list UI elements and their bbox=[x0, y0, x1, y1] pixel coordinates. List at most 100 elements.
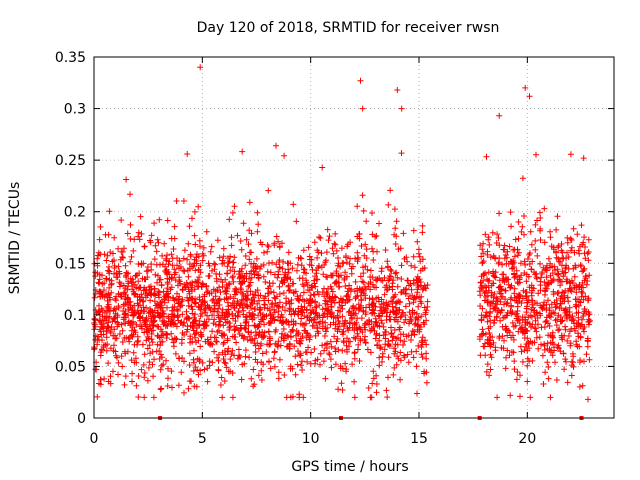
data-point bbox=[576, 343, 583, 350]
data-point bbox=[556, 345, 562, 352]
data-point bbox=[251, 314, 258, 321]
data-point bbox=[110, 368, 116, 375]
data-point bbox=[255, 292, 262, 299]
data-point bbox=[379, 358, 385, 365]
data-point bbox=[239, 148, 246, 155]
data-point bbox=[221, 359, 228, 366]
data-point bbox=[508, 294, 515, 301]
data-point bbox=[177, 263, 184, 270]
data-point bbox=[286, 287, 292, 294]
data-point bbox=[129, 324, 136, 331]
data-point bbox=[510, 349, 517, 356]
data-point bbox=[244, 297, 251, 304]
data-point bbox=[172, 277, 179, 284]
data-point bbox=[543, 274, 550, 281]
data-point bbox=[137, 317, 144, 324]
data-point bbox=[536, 334, 543, 341]
data-point bbox=[514, 308, 521, 314]
data-point bbox=[125, 280, 132, 287]
data-point bbox=[365, 280, 372, 287]
data-point bbox=[330, 319, 337, 326]
data-point bbox=[344, 288, 351, 295]
data-point bbox=[292, 320, 299, 327]
data-point bbox=[354, 315, 361, 322]
data-point bbox=[399, 309, 406, 316]
data-point bbox=[295, 348, 301, 355]
data-point bbox=[502, 252, 509, 258]
data-point bbox=[135, 394, 142, 400]
data-point bbox=[298, 262, 305, 269]
data-point bbox=[358, 297, 365, 304]
data-point bbox=[513, 267, 520, 274]
data-point bbox=[320, 311, 327, 318]
data-point bbox=[579, 316, 585, 323]
data-point bbox=[316, 263, 322, 269]
data-point bbox=[143, 337, 150, 344]
data-point bbox=[480, 240, 487, 247]
data-point bbox=[563, 312, 570, 319]
data-point bbox=[298, 315, 305, 322]
data-point bbox=[139, 275, 146, 282]
data-point bbox=[276, 264, 283, 271]
data-point bbox=[294, 293, 301, 300]
data-point bbox=[158, 338, 164, 345]
data-point bbox=[477, 242, 484, 249]
data-point bbox=[293, 218, 300, 225]
data-point bbox=[188, 295, 195, 302]
data-point bbox=[145, 364, 152, 371]
data-point bbox=[249, 336, 256, 343]
data-point bbox=[480, 258, 487, 265]
data-point bbox=[377, 345, 383, 352]
data-point bbox=[556, 326, 563, 333]
data-point bbox=[281, 372, 288, 378]
data-point bbox=[287, 260, 294, 267]
data-point bbox=[569, 350, 576, 357]
data-point bbox=[398, 289, 404, 296]
data-points bbox=[91, 64, 593, 420]
data-point bbox=[584, 250, 591, 257]
data-point bbox=[413, 348, 420, 355]
data-point bbox=[111, 315, 118, 322]
data-point bbox=[573, 338, 580, 345]
data-point bbox=[392, 241, 399, 247]
data-point bbox=[185, 297, 192, 304]
data-point bbox=[495, 235, 502, 241]
data-point bbox=[105, 360, 112, 367]
data-point bbox=[208, 290, 215, 297]
data-point bbox=[137, 296, 144, 303]
data-point bbox=[369, 245, 375, 252]
data-point bbox=[517, 393, 523, 400]
data-point bbox=[338, 245, 345, 252]
data-point bbox=[179, 355, 186, 361]
data-point bbox=[296, 391, 303, 398]
data-point bbox=[157, 326, 164, 333]
data-point bbox=[407, 293, 413, 299]
data-point bbox=[96, 302, 102, 309]
data-point bbox=[410, 227, 417, 234]
data-point bbox=[414, 317, 421, 323]
data-point bbox=[147, 350, 154, 357]
data-point bbox=[308, 298, 315, 305]
data-point bbox=[180, 255, 187, 262]
data-point bbox=[522, 84, 529, 91]
data-point bbox=[150, 373, 157, 380]
data-point bbox=[385, 338, 392, 345]
data-point bbox=[549, 352, 556, 359]
data-point bbox=[369, 210, 375, 216]
data-point bbox=[545, 297, 551, 304]
data-point bbox=[545, 255, 552, 262]
data-point bbox=[345, 338, 352, 345]
data-point bbox=[211, 299, 218, 306]
data-point bbox=[348, 286, 355, 293]
data-point bbox=[356, 305, 363, 312]
data-point bbox=[187, 335, 194, 342]
data-point bbox=[496, 242, 503, 249]
data-point bbox=[192, 278, 199, 285]
data-point bbox=[380, 323, 387, 330]
data-point bbox=[210, 320, 217, 327]
data-point bbox=[121, 314, 128, 321]
data-point bbox=[340, 328, 347, 335]
data-point bbox=[401, 338, 408, 345]
data-point bbox=[497, 317, 504, 324]
data-point bbox=[115, 290, 122, 297]
